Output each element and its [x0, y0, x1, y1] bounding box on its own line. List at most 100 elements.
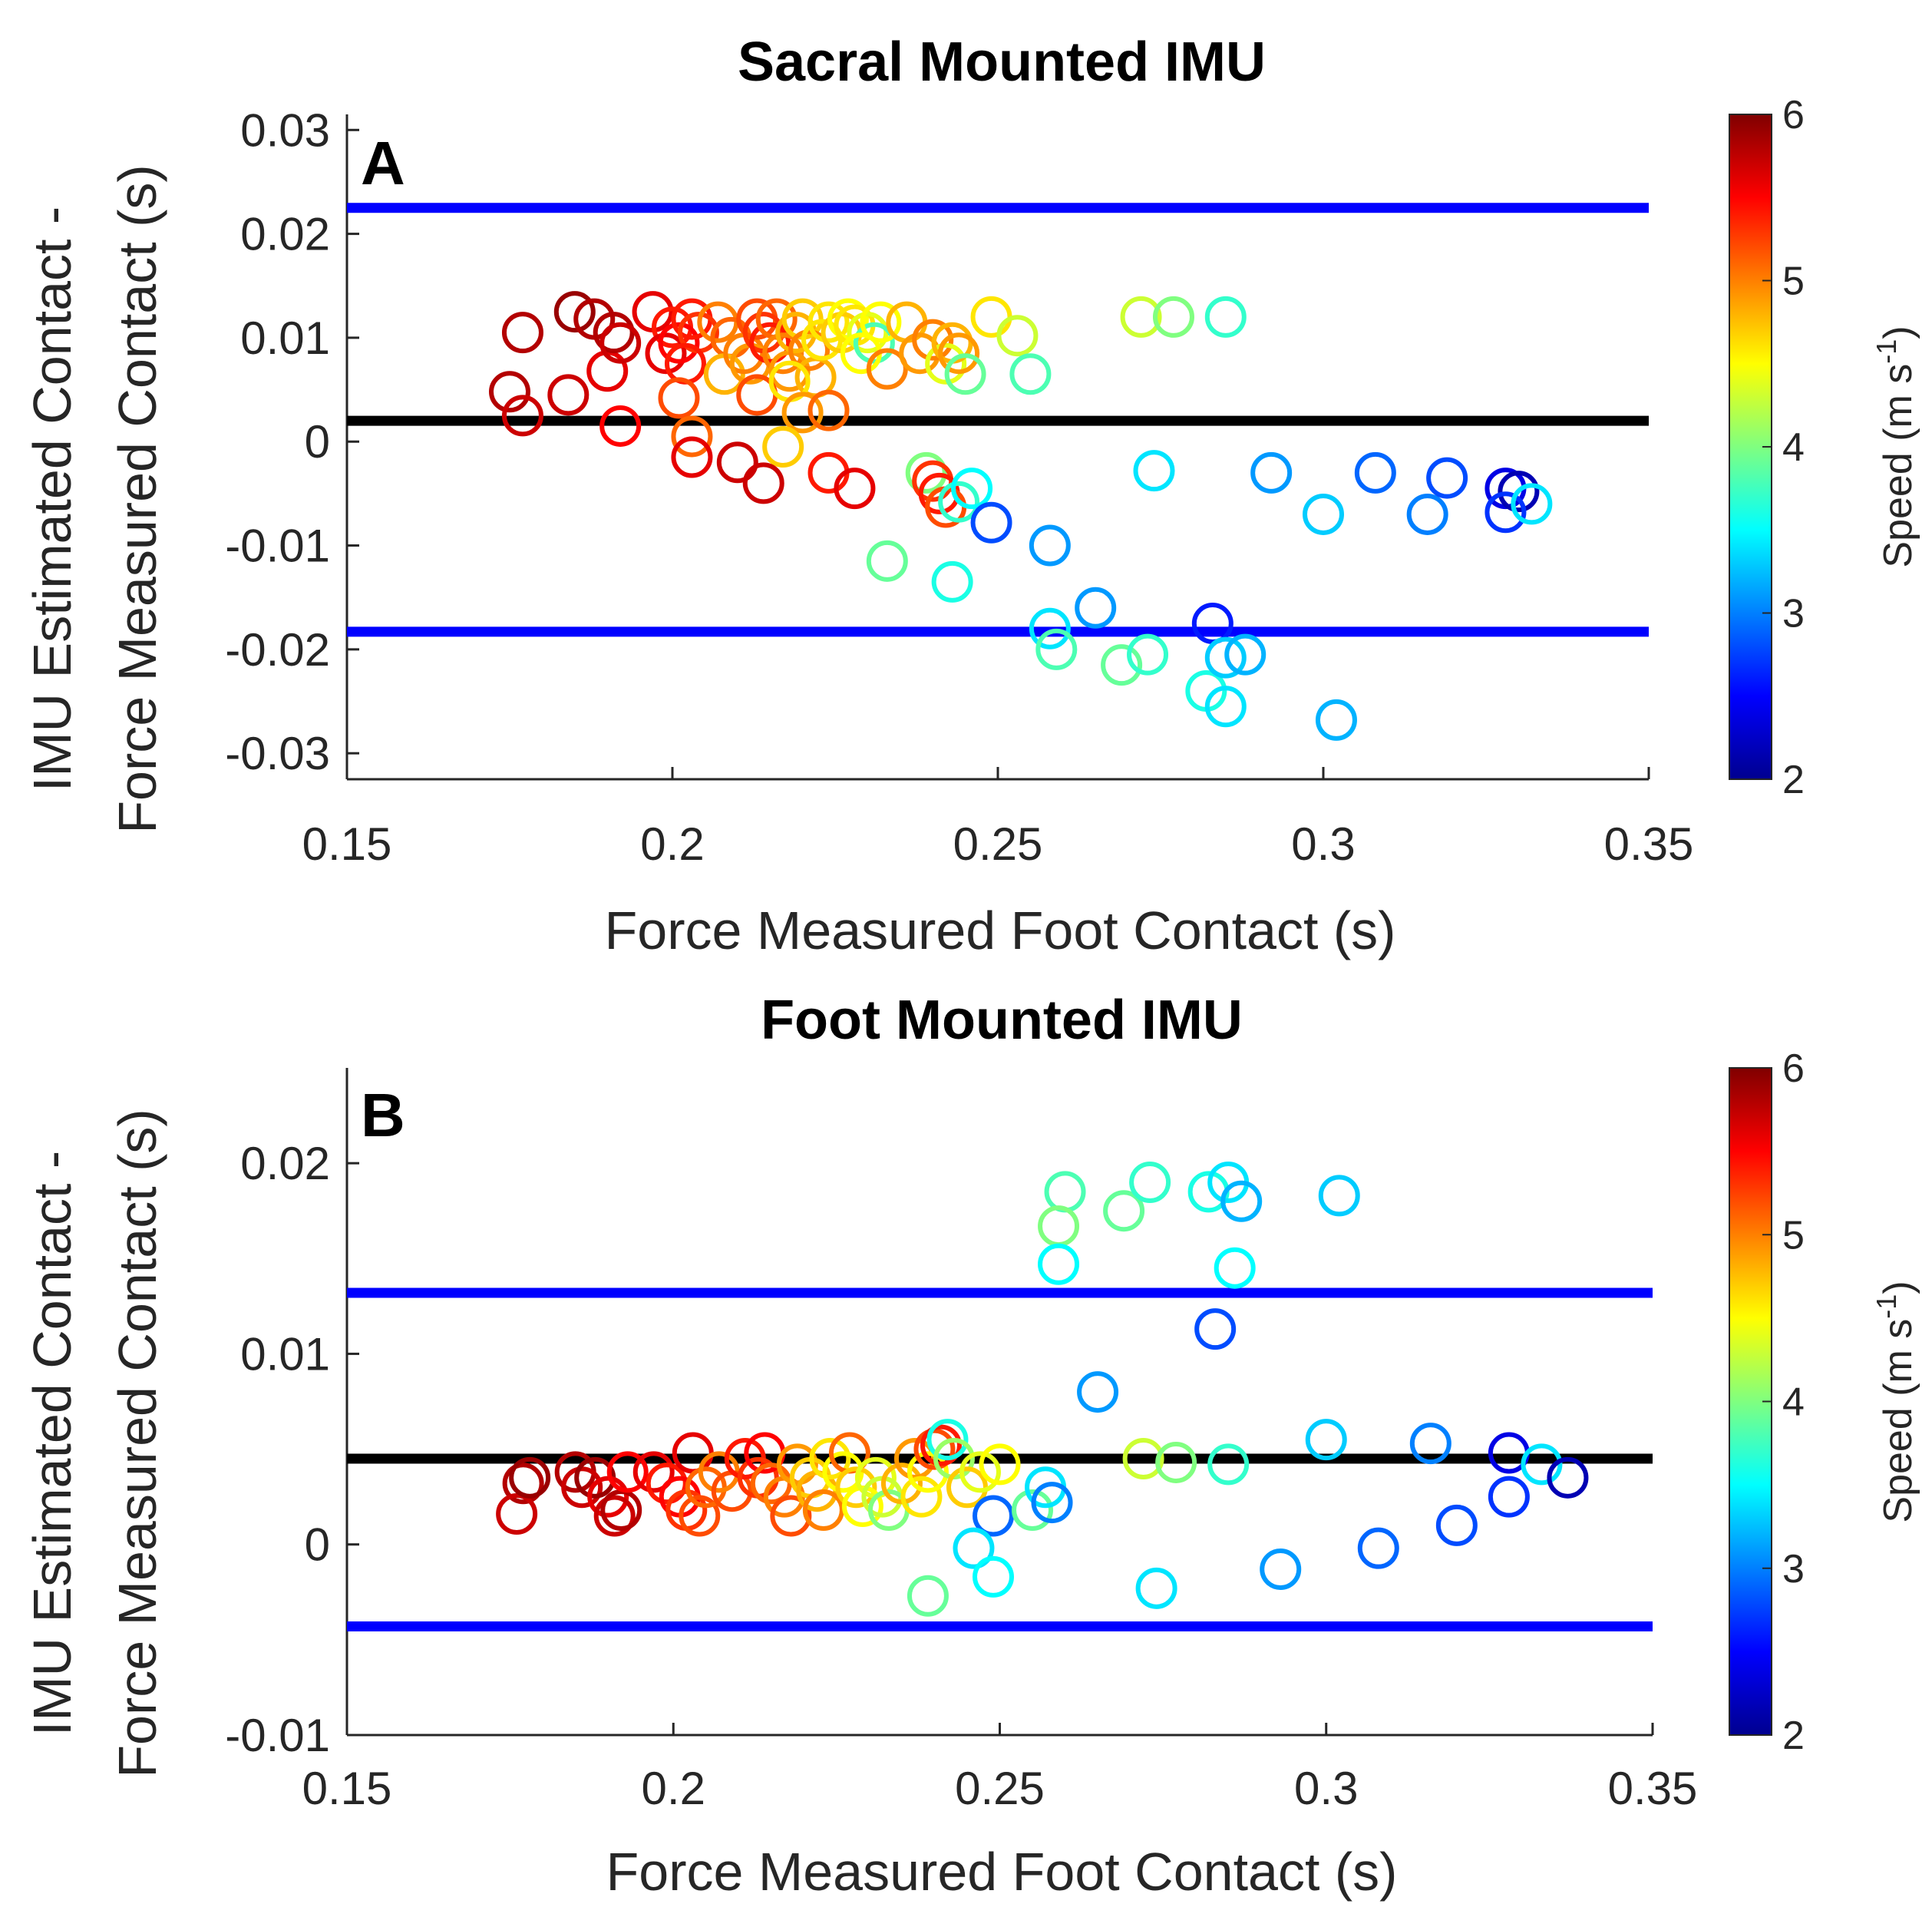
data-point	[1204, 686, 1247, 728]
data-point	[1075, 587, 1117, 629]
data-point	[1120, 296, 1162, 338]
plot-area-a	[345, 114, 1650, 781]
data-point	[860, 301, 902, 343]
x-tick-label: 0.15	[302, 1763, 392, 1814]
colorbar-tick-label: 6	[1782, 93, 1805, 137]
data-point	[938, 332, 980, 375]
data-point	[776, 1443, 818, 1486]
data-point	[547, 374, 590, 416]
panel-letter-b: B	[361, 1081, 405, 1149]
y-tick-label: 0	[305, 416, 330, 468]
data-point	[866, 348, 908, 390]
data-point	[1129, 1161, 1171, 1203]
data-point	[907, 1575, 949, 1617]
data-point	[509, 1456, 551, 1499]
y-tick-label: -0.03	[225, 728, 330, 779]
data-point	[1035, 628, 1078, 670]
data-point	[951, 468, 993, 510]
data-point	[931, 560, 973, 603]
x-tick-label: 0.25	[953, 818, 1043, 870]
data-point	[972, 1555, 1014, 1598]
data-point	[1155, 1441, 1197, 1483]
data-point	[946, 1466, 988, 1509]
y-tick-label: 0.02	[240, 209, 330, 260]
data-point	[1498, 471, 1540, 513]
data-point	[970, 501, 1012, 544]
data-point	[762, 426, 804, 468]
data-point	[1250, 451, 1293, 494]
data-point	[835, 1466, 877, 1509]
data-point	[1521, 1443, 1563, 1486]
data-point	[926, 1419, 969, 1461]
x-tick-label: 0.3	[1291, 818, 1355, 870]
data-point	[920, 1424, 962, 1466]
data-point	[1038, 1205, 1080, 1248]
data-point	[807, 389, 850, 431]
data-point	[893, 1437, 936, 1479]
data-point	[913, 1428, 956, 1470]
data-point	[1077, 1371, 1119, 1413]
colorbar-label-b: Speed (m s-1)	[1871, 1281, 1921, 1522]
data-point	[1220, 1180, 1263, 1222]
chart-title-a: Sacral Mounted IMU	[738, 31, 1266, 93]
data-point	[1152, 296, 1194, 338]
data-point	[802, 1489, 844, 1532]
data-point	[645, 332, 687, 375]
data-point	[658, 322, 700, 364]
plot-area-b	[345, 1068, 1654, 1737]
data-point	[489, 371, 530, 413]
data-point	[1357, 1527, 1399, 1569]
colorbar-tick-label: 5	[1782, 259, 1805, 304]
panel-a: Sacral Mounted IMU A 0.15 0.2 0.25 0.3 0.35 …	[22, 31, 1920, 960]
data-point	[593, 312, 635, 354]
data-point	[996, 315, 1039, 357]
data-point	[834, 468, 876, 510]
y-tick-label: 0.03	[240, 104, 330, 156]
data-point	[1009, 353, 1052, 395]
data-point	[900, 1476, 943, 1518]
y-tick-label: 0.02	[240, 1138, 330, 1189]
colorbar-ticks-a: 2 3 4 5 6	[1762, 93, 1805, 802]
data-point	[1103, 1190, 1145, 1232]
y-tick-label: 0.01	[240, 312, 330, 364]
colorbar-tick-label: 2	[1782, 1714, 1805, 1758]
y-axis-label-b-line1: IMU Estimated Contact -	[22, 1151, 82, 1736]
data-point	[593, 1495, 636, 1537]
colorbar-tick-label: 4	[1782, 425, 1805, 470]
x-tick-label: 0.35	[1608, 1763, 1698, 1814]
data-point	[1101, 644, 1143, 686]
data-point	[1409, 1423, 1451, 1465]
data-point	[1426, 457, 1468, 499]
data-point	[1029, 607, 1071, 649]
data-point	[1204, 296, 1247, 338]
data-point	[1127, 633, 1169, 676]
panel-letter-a: A	[361, 129, 405, 197]
data-point	[1303, 493, 1344, 535]
data-point	[671, 415, 713, 458]
colorbar-tick-label: 4	[1782, 1380, 1805, 1425]
data-point	[1511, 483, 1553, 525]
data-point	[853, 322, 895, 364]
y-tick-label: 0	[305, 1519, 330, 1571]
data-point	[972, 1495, 1014, 1537]
data-point	[632, 1451, 675, 1493]
data-point	[606, 1451, 649, 1493]
data-point	[1194, 1308, 1237, 1350]
data-point	[749, 322, 791, 364]
data-point	[1204, 636, 1247, 679]
x-tick-labels-a: 0.15 0.2 0.25 0.3 0.35	[302, 818, 1694, 870]
data-point	[646, 1463, 688, 1505]
y-axis-label-a-line2: Force Measured Contact (s)	[107, 164, 167, 833]
x-tick-label: 0.15	[302, 818, 392, 870]
y-tick-label: -0.01	[225, 1710, 330, 1761]
data-point	[1315, 699, 1357, 741]
data-point	[1435, 1504, 1478, 1546]
data-point	[671, 436, 713, 478]
colorbar-label-a: Speed (m s-1)	[1871, 326, 1921, 567]
data-point	[959, 1451, 1001, 1493]
data-point	[599, 322, 642, 364]
data-point	[599, 405, 642, 447]
data-point	[1044, 1171, 1086, 1213]
data-point	[822, 1451, 864, 1493]
data-point	[1547, 1456, 1589, 1499]
